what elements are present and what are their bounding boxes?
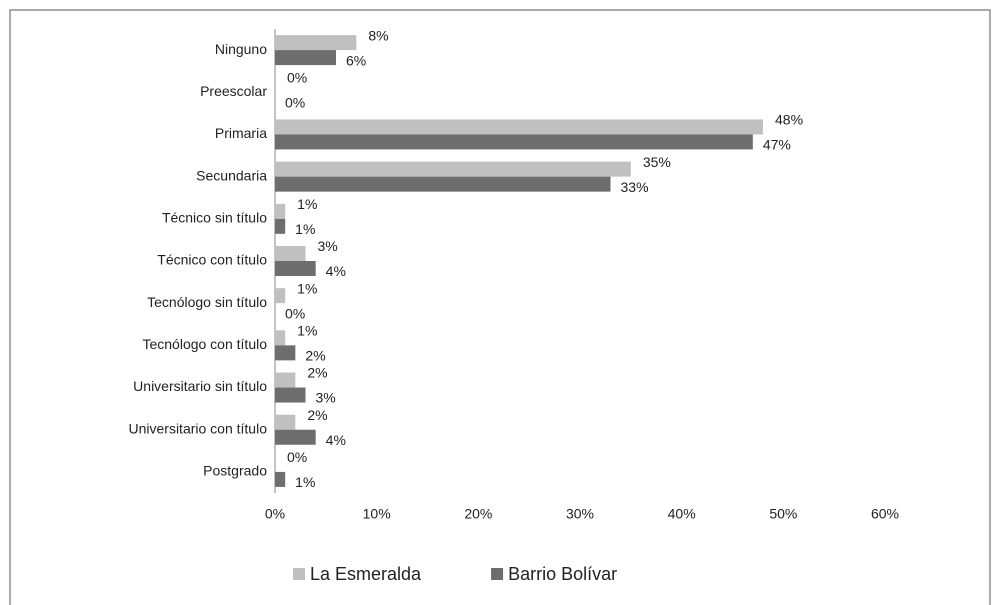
- data-label: 2%: [307, 365, 327, 381]
- y-tick-label: Universitario sin título: [133, 378, 267, 394]
- bar: [275, 261, 316, 276]
- data-label: 1%: [297, 196, 317, 212]
- legend-swatch: [293, 568, 305, 580]
- data-label: 8%: [368, 27, 388, 43]
- bar: [275, 288, 286, 304]
- y-tick-label: Técnico con título: [157, 252, 267, 268]
- data-label: 0%: [287, 69, 307, 85]
- bar: [275, 176, 611, 192]
- legend-label: La Esmeralda: [310, 564, 422, 584]
- data-label: 35%: [643, 154, 671, 170]
- bar: [275, 387, 306, 403]
- bar: [275, 414, 296, 430]
- data-label: 2%: [305, 348, 325, 364]
- legend-label: Barrio Bolívar: [508, 564, 617, 584]
- legend-swatch: [491, 568, 504, 580]
- bar: [275, 203, 286, 219]
- data-label: 4%: [326, 432, 346, 448]
- data-label: 47%: [763, 137, 791, 153]
- y-tick-label: Técnico sin título: [162, 210, 267, 226]
- y-tick-label: Tecnólogo con título: [142, 336, 267, 352]
- y-tick-label: Ninguno: [215, 41, 267, 57]
- data-label: 6%: [346, 52, 366, 68]
- bar: [275, 35, 357, 51]
- data-label: 3%: [318, 238, 338, 254]
- x-tick-label: 50%: [769, 506, 797, 522]
- y-tick-label: Postgrado: [203, 463, 267, 479]
- data-label: 1%: [295, 221, 315, 237]
- data-label: 33%: [621, 179, 649, 195]
- data-label: 1%: [297, 280, 317, 296]
- y-tick-label: Secundaria: [196, 167, 267, 183]
- data-label: 0%: [285, 305, 305, 321]
- chart-frame: [9, 9, 991, 605]
- bar: [275, 218, 286, 234]
- x-tick-label: 60%: [871, 506, 899, 522]
- data-label: 4%: [326, 263, 346, 279]
- bar: [275, 134, 753, 150]
- y-tick-label: Primaria: [215, 125, 267, 141]
- data-label: 1%: [295, 474, 315, 490]
- data-label: 48%: [775, 112, 803, 128]
- bar: [275, 471, 286, 487]
- bar: [275, 50, 336, 66]
- y-tick-label: Tecnólogo sin título: [147, 294, 267, 310]
- bar: [275, 372, 296, 388]
- x-tick-label: 10%: [363, 506, 391, 522]
- bar: [275, 429, 316, 445]
- x-tick-label: 20%: [464, 506, 492, 522]
- x-tick-label: 40%: [668, 506, 696, 522]
- bar: [275, 345, 296, 361]
- x-tick-label: 30%: [566, 506, 594, 522]
- bar: [275, 246, 306, 261]
- y-tick-label: Universitario con título: [128, 420, 267, 436]
- data-label: 0%: [287, 449, 307, 465]
- data-label: 0%: [285, 94, 305, 110]
- y-tick-label: Preescolar: [200, 83, 267, 99]
- bar: [275, 330, 286, 346]
- data-label: 2%: [307, 407, 327, 423]
- data-label: 3%: [316, 390, 336, 406]
- data-label: 1%: [297, 323, 317, 339]
- bar: [275, 119, 763, 135]
- x-tick-label: 0%: [265, 506, 285, 522]
- bar: [275, 161, 631, 177]
